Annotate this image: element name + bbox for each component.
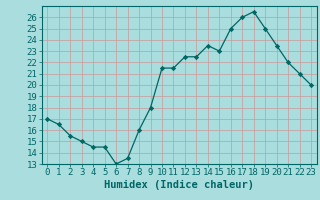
X-axis label: Humidex (Indice chaleur): Humidex (Indice chaleur)	[104, 180, 254, 190]
